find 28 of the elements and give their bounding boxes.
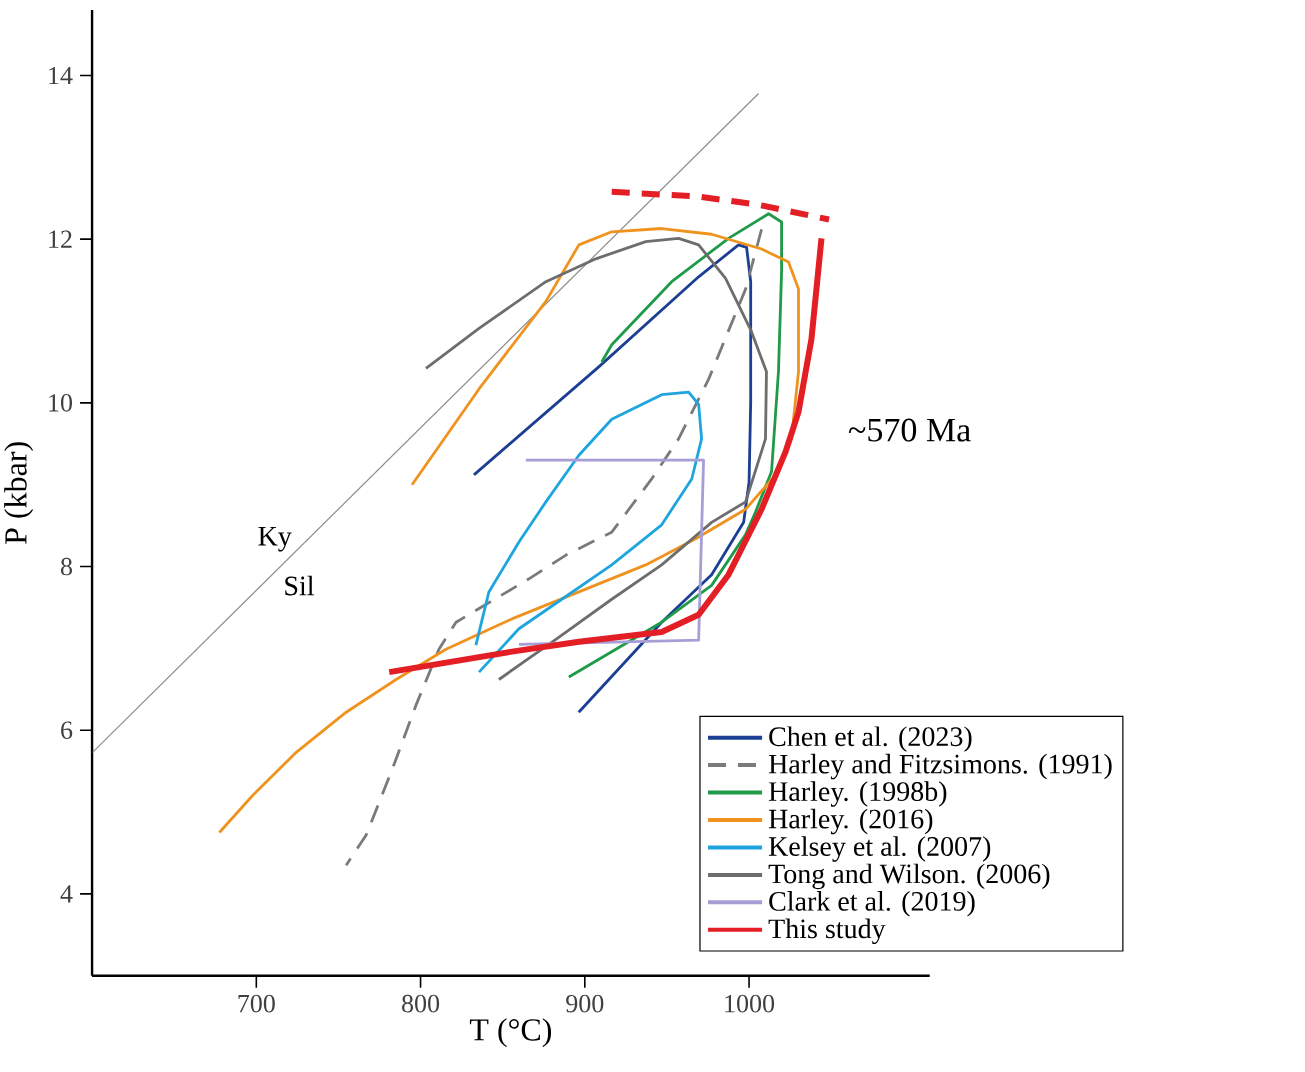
legend-label: Harley. (1998b) xyxy=(768,781,947,807)
line-series xyxy=(567,212,783,679)
x-tick-label: 900 xyxy=(566,994,604,1013)
legend-label: This study xyxy=(768,918,886,945)
y-tick-label: 8 xyxy=(60,557,72,576)
y-axis-title: P (kbar) xyxy=(4,442,34,545)
legend-label: Harley. (2016) xyxy=(768,808,933,835)
legend-label: Clark et al. (2019) xyxy=(769,891,975,917)
annotation: ~570 Ma xyxy=(848,418,971,442)
legend-label: Kelsey et al. (2007) xyxy=(768,836,991,862)
y-tick-label: 4 xyxy=(60,885,73,903)
line-series xyxy=(474,390,703,674)
x-tick-label: 1000 xyxy=(725,994,775,1013)
x-tick-label: 700 xyxy=(238,994,275,1013)
line-series xyxy=(472,243,753,714)
annotation: Sil xyxy=(285,575,314,596)
y-tick-label: 12 xyxy=(49,230,72,248)
legend-label: Tong and Wilson. (2006) xyxy=(768,863,1050,890)
x-axis-title: T (°C) xyxy=(469,1018,552,1048)
y-tick-label: 14 xyxy=(49,66,73,85)
line-series xyxy=(424,237,768,681)
line-series xyxy=(344,228,763,867)
x-tick-label: 800 xyxy=(402,994,440,1013)
y-tick-label: 6 xyxy=(61,721,73,740)
y-tick-label: 10 xyxy=(49,394,72,412)
annotation: Ky xyxy=(258,527,292,552)
legend-label: Harley and Fitzsimons. (1991) xyxy=(768,753,1112,780)
legend-label: Chen et al. (2023) xyxy=(769,726,972,752)
